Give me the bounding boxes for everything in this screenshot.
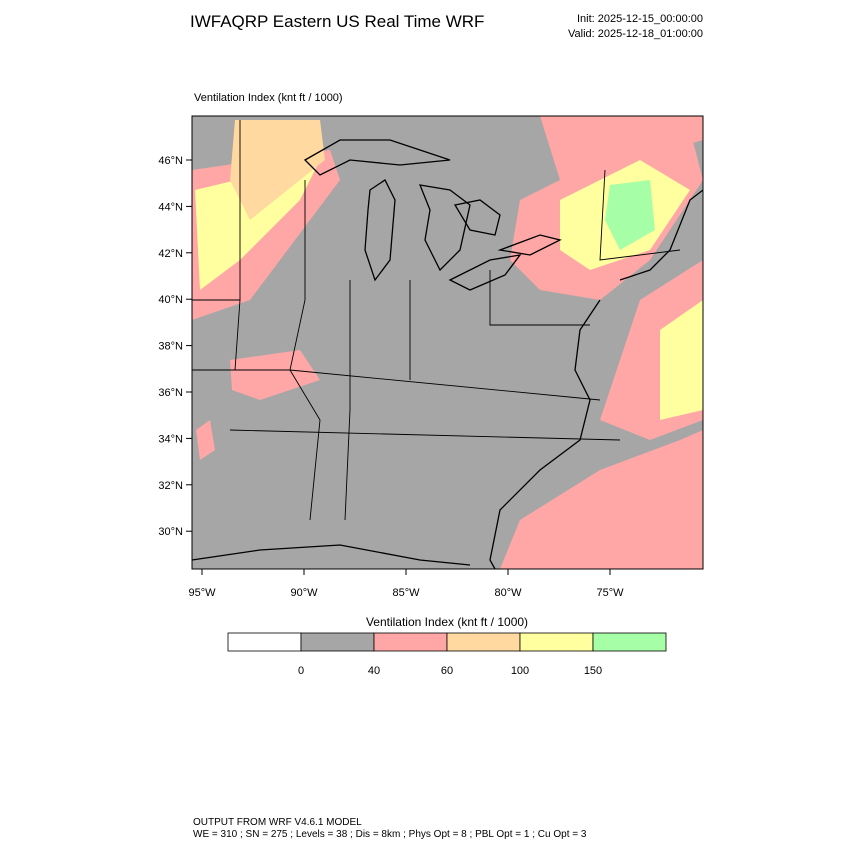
lat-label: 44°N [158,201,183,213]
lat-label: 46°N [158,155,183,167]
lon-label: 80°W [494,587,522,599]
colorbar-tick-label: 150 [584,665,602,677]
colorbar-tick-label: 60 [441,665,453,677]
lat-label: 38°N [158,341,183,353]
colorbar-box [300,632,375,652]
colorbar-box [373,632,448,652]
footer-line: WE = 310 ; SN = 275 ; Levels = 38 ; Dis … [193,829,587,840]
title: IWFAQRP Eastern US Real Time WRF [190,12,484,31]
colorbar: 0 40 60 100 150 [227,632,667,677]
lat-label: 40°N [158,294,183,306]
lat-label: 32°N [158,480,183,492]
lat-label: 36°N [158,387,183,399]
colorbar-tick-label: 100 [511,665,529,677]
lat-label: 42°N [158,248,183,260]
lat-label: 34°N [158,433,183,445]
lon-label: 75°W [596,587,624,599]
colorbar-tick-label: 0 [298,665,304,677]
init-time: Init: 2025-12-15_00:00:00 [577,13,703,25]
footer-line: OUTPUT FROM WRF V4.6.1 MODEL [193,817,362,828]
colorbar-box [592,632,667,652]
map [191,115,704,570]
colorbar-box [227,632,302,652]
lon-label: 95°W [188,587,216,599]
map-axes: 46°N 44°N 42°N 40°N 38°N 36°N 34°N 32°N 30°N 95°W… [158,155,624,599]
colorbar-box [519,632,594,652]
lat-label: 30°N [158,526,183,538]
colorbar-box [446,632,521,652]
colorbar-title: Ventilation Index (knt ft / 1000) [366,615,528,629]
valid-time: Valid: 2025-12-18_01:00:00 [568,28,703,40]
map-label: Ventilation Index (knt ft / 1000) [194,92,343,104]
colorbar-tick-label: 40 [368,665,380,677]
lon-label: 90°W [290,587,318,599]
lon-label: 85°W [392,587,420,599]
